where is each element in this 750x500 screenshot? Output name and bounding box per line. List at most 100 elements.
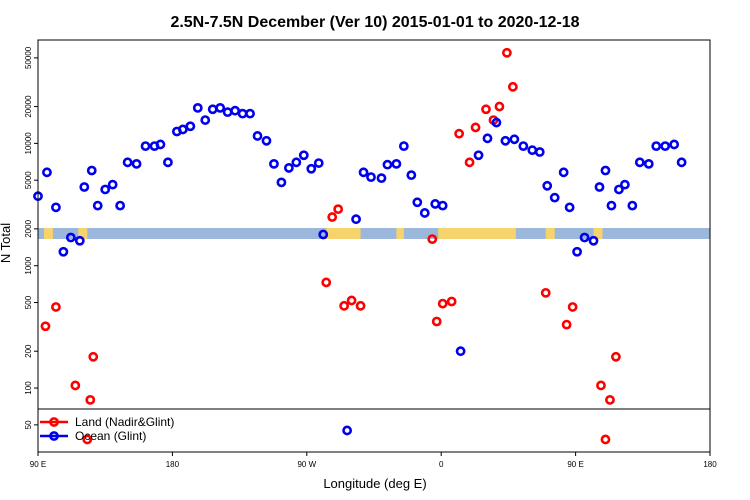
chart-title: 2.5N-7.5N December (Ver 10) 2015-01-01 t… (170, 14, 579, 31)
ocean-point (215, 103, 226, 113)
ocean-point (358, 167, 369, 178)
ocean-point (342, 425, 353, 436)
ocean-point (676, 157, 687, 168)
ocean-point (455, 346, 466, 357)
ocean-point (382, 159, 393, 170)
ocean-point (252, 131, 263, 141)
land-point (431, 316, 442, 327)
legend-label: Ocean (Glint) (75, 429, 146, 443)
y-tick-label: 5000 (24, 171, 33, 189)
ocean-point (86, 165, 97, 176)
ocean-point (558, 167, 569, 178)
ocean-point (230, 105, 241, 116)
y-tick-label: 50000 (24, 46, 33, 69)
x-tick-label: 180 (166, 460, 180, 469)
land-point (464, 157, 475, 168)
y-tick-label: 1000 (24, 256, 33, 274)
band-layer (38, 228, 710, 239)
land-point (427, 234, 438, 245)
land-mask-patch (438, 228, 516, 239)
ocean-point (276, 177, 287, 188)
ocean-point (534, 147, 545, 157)
ocean-point (406, 170, 417, 181)
ocean-point (564, 202, 575, 213)
ocean-point (527, 145, 538, 156)
ocean-point (542, 180, 553, 191)
ocean-point (482, 133, 493, 144)
ocean-point (572, 246, 582, 257)
x-tick-label: 0 (439, 460, 444, 469)
ocean-point (669, 139, 680, 150)
ocean-point (588, 235, 599, 246)
ocean-point (594, 182, 605, 192)
land-point (481, 104, 491, 115)
land-point (85, 394, 96, 405)
ocean-point (42, 167, 52, 178)
x-axis: 90 E 180 90 W 0 90 E 180 (30, 452, 717, 469)
land-point (437, 298, 448, 309)
land-point (600, 434, 611, 445)
land-mask-patch (396, 228, 404, 239)
land-point (611, 351, 621, 362)
land-mask-patch (326, 228, 361, 239)
ocean-point (163, 157, 173, 168)
ocean-point (245, 108, 255, 119)
ocean-point (58, 246, 69, 257)
y-tick-label: 500 (24, 295, 33, 309)
land-mask-patch (43, 228, 53, 239)
ocean-point (122, 157, 133, 168)
ocean-point (261, 135, 272, 146)
legend-label: Land (Nadir&Glint) (75, 415, 174, 429)
ocean-point (614, 184, 624, 195)
legend: Land (Nadir&Glint)Ocean (Glint) (40, 415, 174, 443)
land-point (346, 295, 357, 306)
ocean-point (619, 179, 630, 190)
ocean-point (107, 179, 118, 190)
x-axis-label: Longitude (deg E) (323, 476, 426, 491)
ocean-point (473, 150, 484, 161)
y-axis: 50 100 200 500 1000 2000 5000 10000 20000 50000 (24, 46, 38, 429)
plot-frame (37, 39, 711, 453)
ocean-point (430, 199, 441, 209)
land-point (82, 434, 93, 445)
land-point (470, 122, 481, 133)
ocean-point (185, 121, 196, 132)
legend-marker (49, 431, 59, 441)
ocean-point (376, 173, 387, 184)
ocean-point (313, 158, 324, 168)
land-point (40, 321, 51, 332)
coastline-band (38, 228, 710, 239)
y-tick-label: 2000 (24, 219, 33, 237)
ocean-point (627, 200, 638, 211)
land-point (327, 212, 338, 222)
ocean-point (600, 165, 611, 176)
ocean-point (549, 192, 560, 203)
ocean-point (131, 158, 142, 169)
land-point (88, 351, 99, 362)
y-axis-label: N Total (0, 223, 13, 263)
ocean-point (74, 235, 85, 246)
x-tick-label: 90 W (297, 460, 316, 469)
ocean-point (419, 208, 430, 218)
ocean-point (200, 115, 211, 125)
ocean-point (100, 184, 111, 195)
ocean-point (660, 141, 671, 152)
ocean-point (115, 200, 126, 211)
y-tick-label: 20000 (24, 95, 33, 118)
y-tick-label: 200 (24, 344, 33, 358)
ocean-point (283, 163, 294, 173)
ocean-point (291, 157, 302, 168)
land-point (70, 380, 81, 391)
ocean-point (579, 232, 590, 243)
ocean-point (643, 158, 654, 169)
ocean-point (222, 107, 233, 118)
points-layer (33, 47, 687, 445)
ocean-point (298, 150, 309, 161)
ocean-point (92, 200, 103, 211)
ocean-point (306, 163, 317, 174)
ocean-point (155, 139, 166, 150)
ocean-point (651, 141, 662, 152)
ocean-point (65, 232, 76, 243)
y-tick-label: 50 (24, 420, 33, 429)
